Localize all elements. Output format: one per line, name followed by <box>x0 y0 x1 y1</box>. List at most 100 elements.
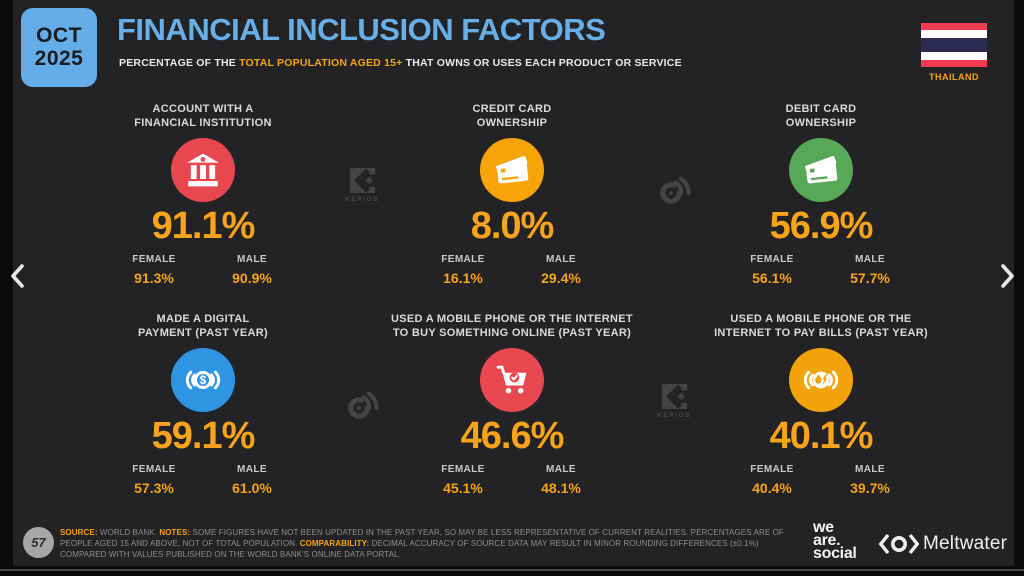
metric-value: 40.1% <box>769 415 874 457</box>
datareportal-icon <box>660 176 691 204</box>
male-label: MALE <box>546 464 576 475</box>
metric-card-online-purchase: USED A MOBILE PHONE OR THE INTERNET TO B… <box>382 313 642 496</box>
metric-value: 91.1% <box>151 205 256 247</box>
date-badge-year: 2025 <box>34 46 84 70</box>
male-value: 48.1% <box>541 480 581 496</box>
female-label: FEMALE <box>441 254 485 265</box>
male-value: 29.4% <box>541 270 581 286</box>
male-value: 90.9% <box>232 270 272 286</box>
flag-stripe <box>921 30 987 38</box>
metric-icon-circle <box>789 138 853 202</box>
date-badge-month: OCT <box>36 24 82 48</box>
female-label: FEMALE <box>132 254 176 265</box>
metric-icon-circle <box>480 348 544 412</box>
metric-value: 56.9% <box>769 205 874 247</box>
comparability-text: DECIMAL ACCURACY OF SOURCE DATA MAY RESU… <box>60 538 759 559</box>
metric-title: CREDIT CARD OWNERSHIP <box>472 103 552 129</box>
datareportal-watermark <box>655 172 693 210</box>
female-value: 56.1% <box>752 270 792 286</box>
datareportal-watermark <box>343 387 381 425</box>
female-value: 91.3% <box>134 270 174 286</box>
female-value: 45.1% <box>443 480 483 496</box>
female-label: FEMALE <box>750 464 794 475</box>
metric-card-debit-card: DEBIT CARD OWNERSHIP 56.9% FEMALE 56.1% M… <box>691 103 951 286</box>
kepios-watermark-label: KEPIOS <box>345 196 380 203</box>
bottom-divider <box>0 569 1024 571</box>
kepios-watermark: KEPIOS <box>657 384 691 419</box>
credit-cards-icon <box>496 156 529 184</box>
gender-breakdown: FEMALE 56.1% MALE 57.7% <box>729 254 913 286</box>
metric-title: ACCOUNT WITH A FINANCIAL INSTITUTION <box>134 103 272 129</box>
next-slide-button[interactable] <box>999 262 1017 290</box>
page-subtitle: PERCENTAGE OF THE TOTAL POPULATION AGED … <box>119 57 682 69</box>
kepios-icon <box>349 168 375 193</box>
female-value: 57.3% <box>134 480 174 496</box>
bank-icon <box>187 153 219 187</box>
meltwater-wordmark: Meltwater <box>923 533 1008 554</box>
metric-icon-circle: $ <box>171 348 235 412</box>
source-label: SOURCE: <box>60 528 98 537</box>
date-badge: OCT 2025 <box>21 8 97 87</box>
metric-icon-circle <box>480 138 544 202</box>
we-are-social-line: are. <box>813 532 841 550</box>
we-are-social-logo: we are. social <box>813 519 857 563</box>
utility-bill-payment-icon <box>803 370 839 390</box>
previous-slide-button[interactable] <box>8 262 26 290</box>
meltwater-logo: Meltwater <box>879 533 1007 555</box>
metric-card-account: ACCOUNT WITH A FINANCIAL INSTITUTION 91.… <box>73 103 333 286</box>
debit-cards-icon <box>805 156 838 184</box>
metric-value: 46.6% <box>460 415 565 457</box>
country-label: THAILAND <box>929 72 979 82</box>
male-label: MALE <box>855 464 885 475</box>
page-title: FINANCIAL INCLUSION FACTORS <box>117 12 606 47</box>
female-value: 16.1% <box>443 270 483 286</box>
notes-label: NOTES: <box>159 528 191 537</box>
shopping-cart-icon <box>496 365 527 394</box>
female-label: FEMALE <box>750 254 794 265</box>
page-number: 57 <box>31 535 46 550</box>
slide: OCT 2025 FINANCIAL INCLUSION FACTORS PER… <box>13 0 1014 566</box>
metric-card-credit-card: CREDIT CARD OWNERSHIP 8.0% FEMALE 16.1% M… <box>382 103 642 286</box>
metric-icon-circle <box>789 348 853 412</box>
male-label: MALE <box>855 254 885 265</box>
meltwater-icon <box>879 533 919 555</box>
male-label: MALE <box>546 254 576 265</box>
metric-title: USED A MOBILE PHONE OR THE INTERNET TO B… <box>391 313 633 339</box>
svg-text:$: $ <box>200 375 207 387</box>
metric-value: 59.1% <box>151 415 256 457</box>
metric-card-pay-bills: USED A MOBILE PHONE OR THE INTERNET TO P… <box>691 313 951 496</box>
metric-title: DEBIT CARD OWNERSHIP <box>785 103 857 129</box>
metric-title: USED A MOBILE PHONE OR THE INTERNET TO P… <box>714 313 928 339</box>
female-label: FEMALE <box>441 464 485 475</box>
source-text: WORLD BANK. <box>97 528 160 537</box>
metric-value: 8.0% <box>470 205 555 247</box>
male-value: 57.7% <box>850 270 890 286</box>
metric-title: MADE A DIGITAL PAYMENT (PAST YEAR) <box>138 313 268 339</box>
footer-notes: SOURCE: WORLD BANK. NOTES: SOME FIGURES … <box>60 528 790 560</box>
female-label: FEMALE <box>132 464 176 475</box>
page-number-badge: 57 <box>23 527 54 558</box>
male-label: MALE <box>237 464 267 475</box>
kepios-icon <box>661 384 687 409</box>
subtitle-post: THAT OWNS OR USES EACH PRODUCT OR SERVIC… <box>402 57 682 69</box>
we-are-social-line: social <box>813 545 857 563</box>
thailand-flag <box>921 23 987 67</box>
datareportal-icon <box>348 391 379 419</box>
gender-breakdown: FEMALE 45.1% MALE 48.1% <box>420 464 604 496</box>
gender-breakdown: FEMALE 57.3% MALE 61.0% <box>111 464 295 496</box>
gender-breakdown: FEMALE 16.1% MALE 29.4% <box>420 254 604 286</box>
gender-breakdown: FEMALE 40.4% MALE 39.7% <box>729 464 913 496</box>
subtitle-pre: PERCENTAGE OF THE <box>119 57 240 69</box>
male-value: 61.0% <box>232 480 272 496</box>
male-label: MALE <box>237 254 267 265</box>
comparability-label: COMPARABILITY: <box>299 538 370 548</box>
gender-breakdown: FEMALE 91.3% MALE 90.9% <box>111 254 295 286</box>
flag-stripe <box>921 59 987 67</box>
contactless-payment-icon: $ <box>185 370 221 390</box>
flag-stripe <box>921 52 987 60</box>
kepios-watermark-label: KEPIOS <box>657 412 692 419</box>
we-are-social-line: we <box>813 519 834 536</box>
male-value: 39.7% <box>850 480 890 496</box>
flag-stripe <box>921 23 987 31</box>
